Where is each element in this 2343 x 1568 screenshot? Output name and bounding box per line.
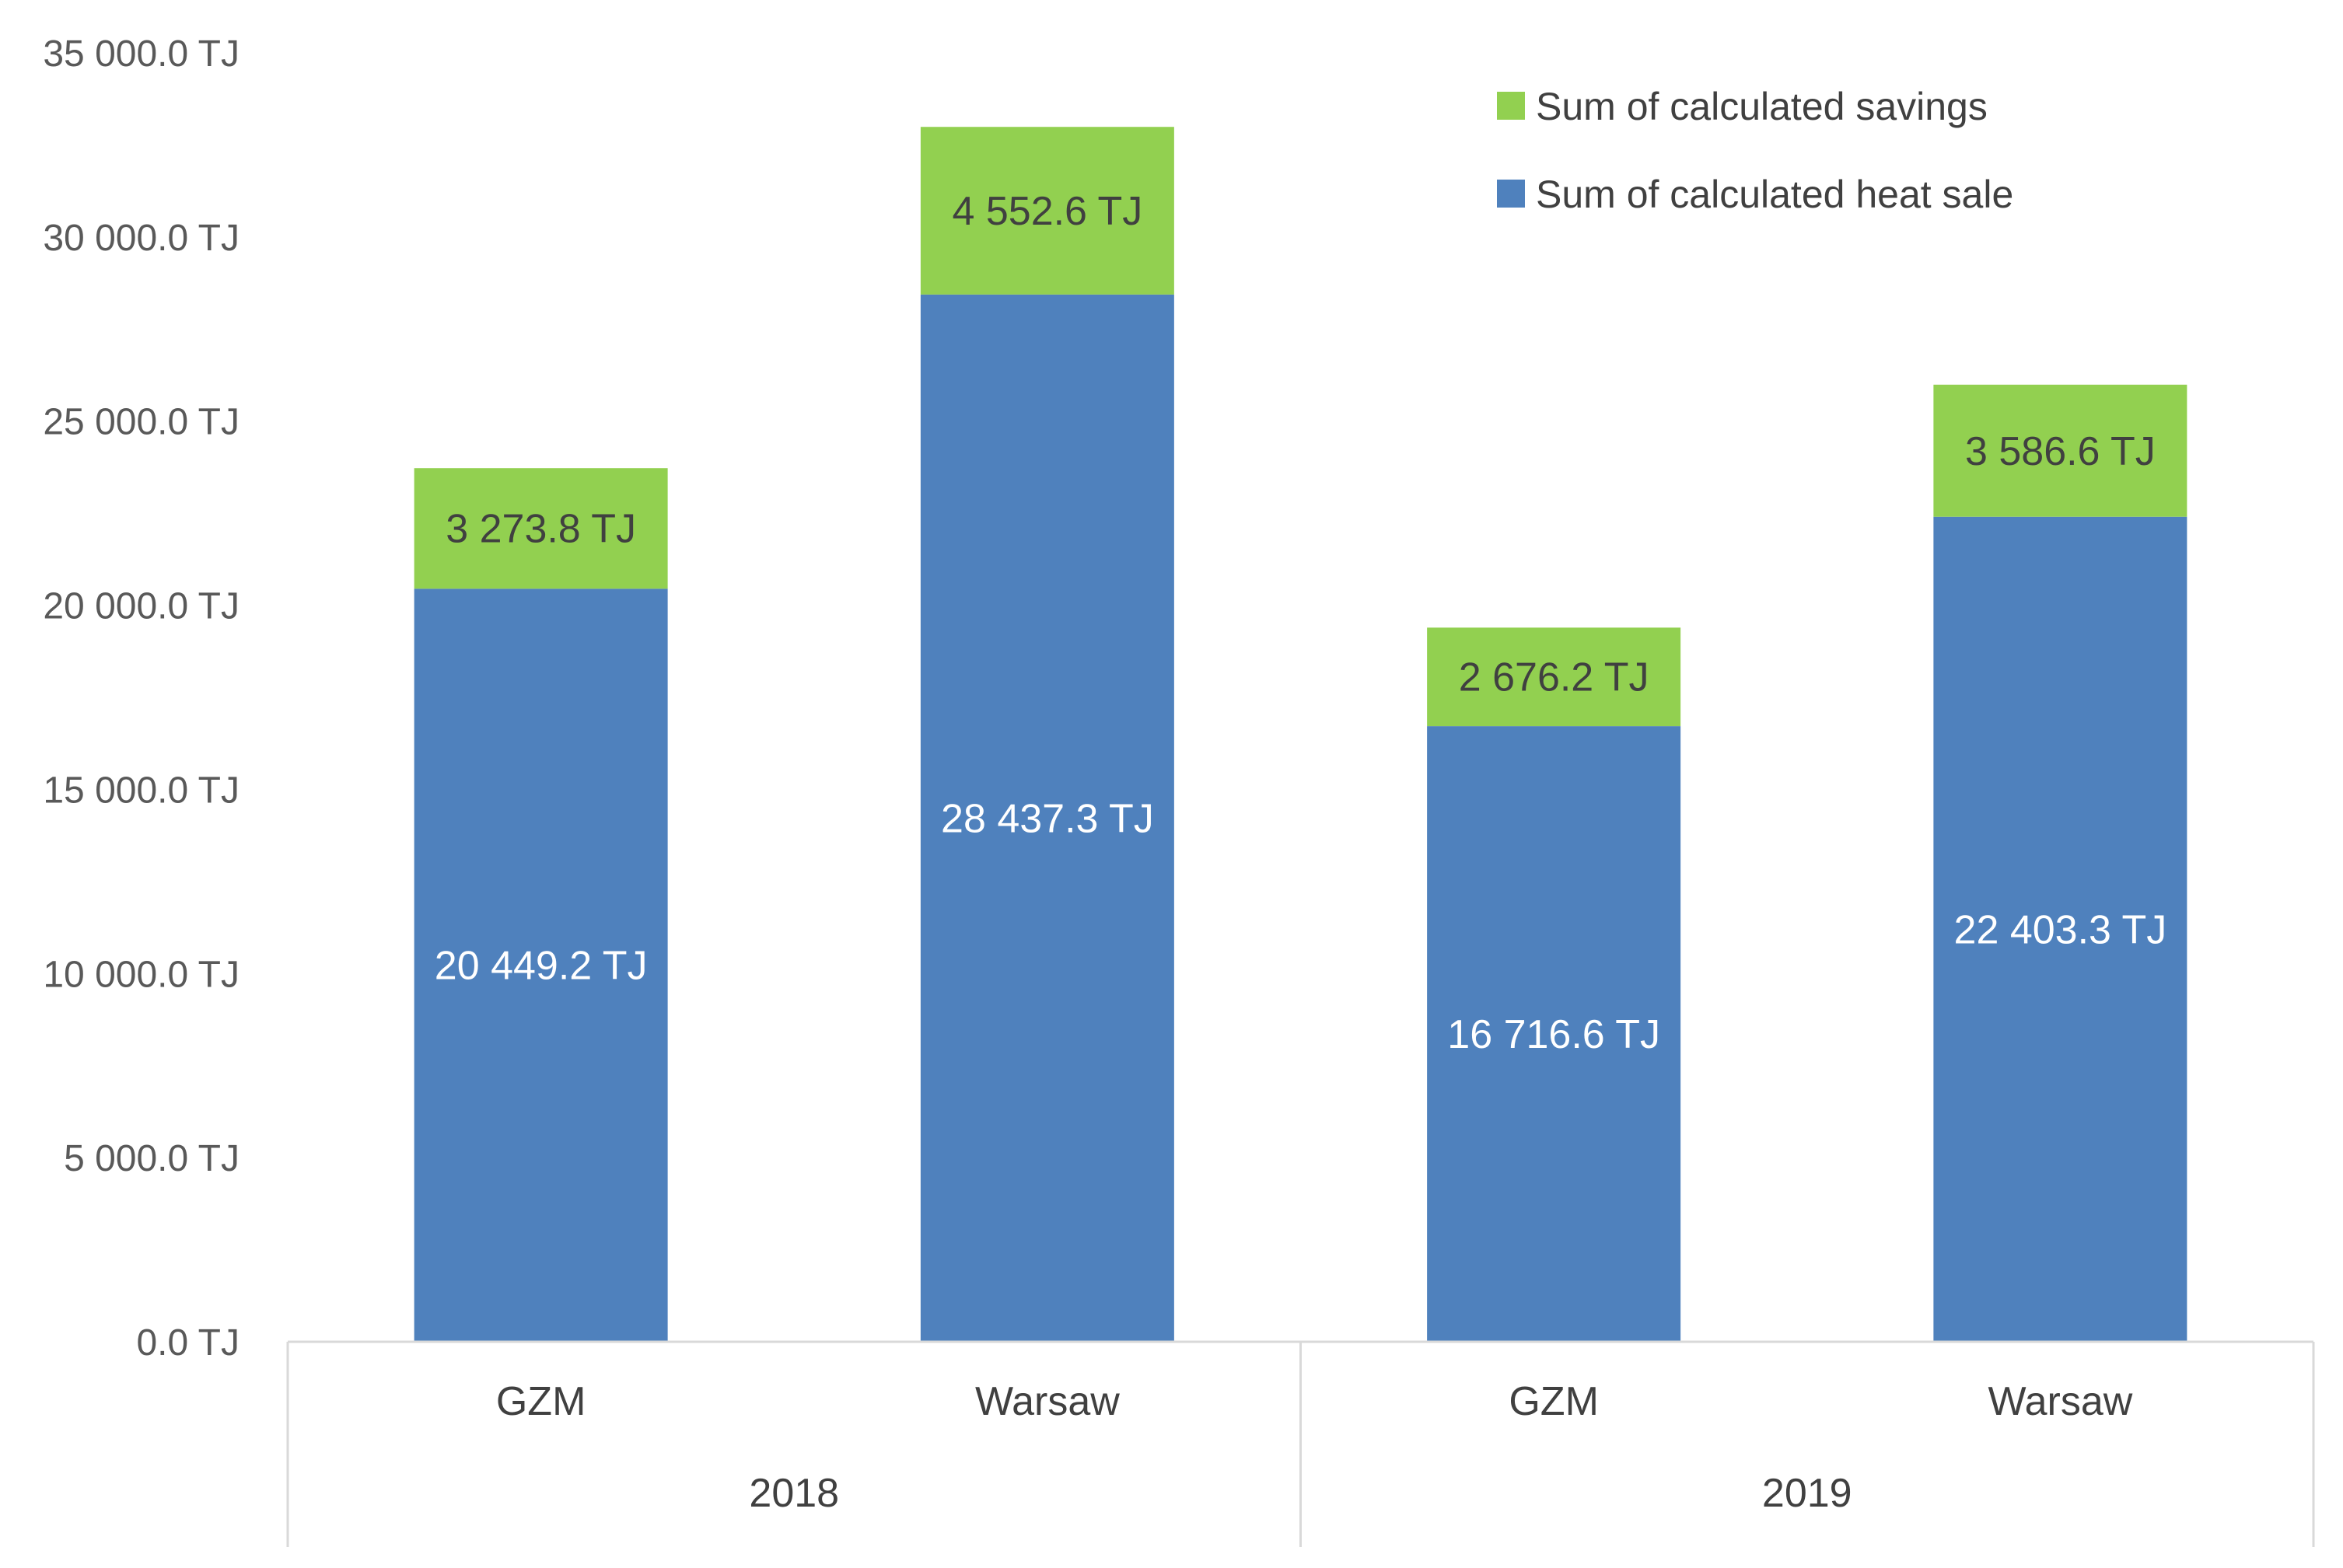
bar-heat-sale xyxy=(920,294,1174,1342)
y-tick-label: 25 000.0 TJ xyxy=(43,402,240,443)
y-tick-label: 35 000.0 TJ xyxy=(43,33,240,75)
data-label-savings: 4 552.6 TJ xyxy=(952,189,1142,234)
x-group-label: 2019 xyxy=(1762,1471,1852,1516)
bars: 20 449.2 TJ 3 273.8 TJ 28 437.3 TJ 4 552.6 … xyxy=(414,127,2187,1343)
y-tick-label: 0.0 TJ xyxy=(136,1322,240,1364)
y-tick-label: 20 000.0 TJ xyxy=(43,586,240,627)
x-category-label: GZM xyxy=(496,1379,586,1424)
legend-label: Sum of calculated heat sale xyxy=(1536,173,2013,216)
x-axis: GZM Warsaw GZM Warsaw 2018 2019 xyxy=(286,1340,2315,1547)
data-label-savings: 2 676.2 TJ xyxy=(1459,655,1649,700)
y-tick-label: 15 000.0 TJ xyxy=(43,770,240,811)
data-label-heat-sale: 22 403.3 TJ xyxy=(1954,907,2167,952)
data-label-heat-sale: 16 716.6 TJ xyxy=(1447,1012,1660,1057)
data-label-savings: 3 273.8 TJ xyxy=(446,507,636,552)
y-tick-label: 5 000.0 TJ xyxy=(64,1138,240,1179)
y-axis: 0.0 TJ 5 000.0 TJ 10 000.0 TJ 15 000.0 TJ 20… xyxy=(43,33,240,1364)
bar-heat-sale xyxy=(414,588,668,1342)
legend: Sum of calculated savings Sum of calculat… xyxy=(1497,85,2013,216)
bar-heat-sale xyxy=(1933,516,2187,1343)
legend-label: Sum of calculated savings xyxy=(1536,85,1988,128)
legend-swatch xyxy=(1497,180,1525,208)
bar-savings xyxy=(1933,384,2187,517)
data-label-heat-sale: 28 437.3 TJ xyxy=(941,796,1154,841)
data-label-savings: 3 586.6 TJ xyxy=(1965,429,2156,474)
bar-savings xyxy=(414,468,668,589)
x-category-label: Warsaw xyxy=(975,1379,1120,1424)
bar-savings xyxy=(1427,627,1681,727)
bar-heat-sale xyxy=(1427,726,1681,1342)
data-label-heat-sale: 20 449.2 TJ xyxy=(435,944,648,989)
x-category-label: Warsaw xyxy=(1988,1379,2132,1424)
y-tick-label: 10 000.0 TJ xyxy=(43,954,240,995)
bar-savings xyxy=(920,127,1174,295)
y-tick-label: 30 000.0 TJ xyxy=(43,218,240,259)
x-group-label: 2018 xyxy=(749,1471,839,1516)
x-category-label: GZM xyxy=(1509,1379,1599,1424)
legend-swatch xyxy=(1497,92,1525,120)
